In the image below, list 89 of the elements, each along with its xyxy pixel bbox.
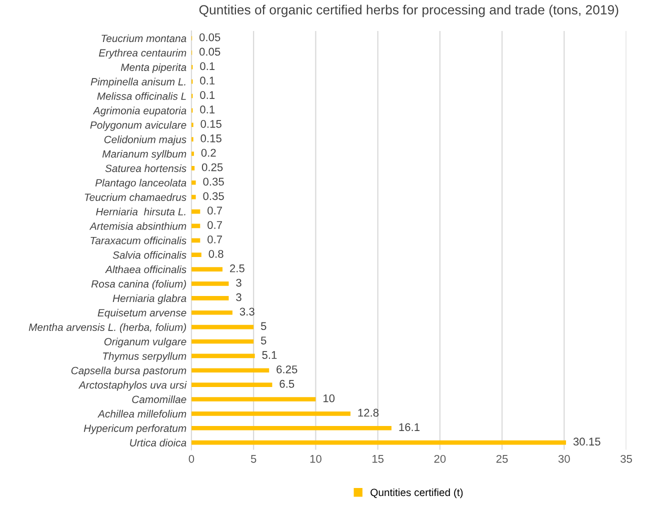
y-tick-label: Erythrea centaurim xyxy=(98,48,186,59)
y-tick-label: Herniaria glabra xyxy=(112,294,186,304)
y-tick-label: Pimpinella anisum L. xyxy=(90,78,186,88)
x-tick-label: 0 xyxy=(188,454,194,463)
bar xyxy=(191,426,392,430)
bar xyxy=(191,382,272,387)
data-label: 0.1 xyxy=(200,62,215,70)
bar xyxy=(191,166,195,170)
data-label: 0.35 xyxy=(203,178,224,186)
x-tick-label: 20 xyxy=(434,454,446,463)
data-label: 0.05 xyxy=(199,48,220,56)
bar xyxy=(191,397,316,402)
y-tick-label: Achillea millefolium xyxy=(98,410,186,418)
bar xyxy=(191,296,229,300)
data-label: 3 xyxy=(236,278,242,287)
y-tick-label: Marianum syllbum xyxy=(102,150,186,160)
y-tick-label: Teucrium chamaedrus xyxy=(84,193,186,201)
data-label: 10 xyxy=(323,394,335,402)
data-label: 30.15 xyxy=(573,438,600,446)
bar xyxy=(191,339,254,344)
data-label: 0.8 xyxy=(208,250,224,258)
y-tick-label: Thymus serpyllum xyxy=(103,352,186,362)
data-label: 0.05 xyxy=(199,33,220,42)
y-tick-label: Teucrium montana xyxy=(102,34,186,42)
y-tick-label: Celidonium majus xyxy=(104,136,186,146)
data-label: 0.7 xyxy=(208,221,222,229)
data-label: 0.7 xyxy=(208,236,222,244)
data-label: 5 xyxy=(260,336,266,344)
bar xyxy=(191,368,270,373)
y-tick-label: Urtica dioica xyxy=(130,438,186,446)
y-tick-label: Artemisia absinthium xyxy=(89,222,186,230)
y-tick-label: Mentha arvensis L. (herba, folium) xyxy=(28,323,186,333)
y-tick-label: Origanum vulgare xyxy=(104,338,186,348)
data-label: 12.8 xyxy=(358,408,379,417)
x-tick-label: 5 xyxy=(250,455,256,463)
bar xyxy=(191,152,194,156)
bar xyxy=(191,282,229,286)
y-tick-label: Taraxacum officinalis xyxy=(90,236,186,244)
data-label: 5.1 xyxy=(262,351,277,359)
data-label: 5 xyxy=(260,322,266,330)
data-label: 0.7 xyxy=(208,206,222,215)
x-tick-label: 25 xyxy=(496,454,508,463)
x-tick-label: 35 xyxy=(620,454,632,463)
data-label: 3 xyxy=(236,293,242,302)
x-tick-label: 10 xyxy=(310,454,322,463)
bar xyxy=(191,194,196,200)
y-tick-label: Menta piperita xyxy=(120,63,186,74)
data-label: 0.25 xyxy=(202,163,223,172)
y-tick-label: Arctostaphylos uva ursi xyxy=(78,381,187,391)
data-label: 0.1 xyxy=(200,91,215,99)
y-tick-label: Hypericum perforatum xyxy=(84,424,186,434)
data-label: 0.35 xyxy=(203,192,224,200)
bar xyxy=(191,224,200,228)
chart-title: Quntities of organic certified herbs for processing and trade (tons, 2019) xyxy=(199,4,618,18)
y-tick-label: Herniaria hirsuta L. xyxy=(96,208,186,216)
bar xyxy=(191,238,200,243)
bar xyxy=(191,310,232,315)
y-tick-label: Salvia officinalis xyxy=(112,251,186,259)
bar xyxy=(191,412,350,416)
y-tick-label: Equisetum arvense xyxy=(98,308,186,319)
data-label: 0.15 xyxy=(200,134,222,142)
data-label: 0.15 xyxy=(200,120,222,128)
y-tick-label: Plantago lanceolata xyxy=(95,178,186,189)
bar xyxy=(191,180,196,185)
y-tick-label: Camomillae xyxy=(132,395,186,404)
x-tick-label: 15 xyxy=(372,455,384,463)
data-label: 6.25 xyxy=(276,365,298,374)
bar xyxy=(191,252,202,258)
bar xyxy=(191,267,223,272)
data-label: 0.2 xyxy=(201,148,216,157)
bar xyxy=(191,440,566,445)
data-label: 6.5 xyxy=(280,380,294,388)
x-tick-label: 30 xyxy=(558,454,570,463)
y-tick-label: Melissa officinalis L xyxy=(97,92,186,100)
y-tick-label: Polygonum aviculare xyxy=(90,121,186,131)
legend-label: Quntities certified (t) xyxy=(370,488,463,498)
data-label: 0.1 xyxy=(200,106,215,114)
y-tick-label: Agrimonia eupatoria xyxy=(92,106,186,116)
y-tick-label: Rosa canina (folium) xyxy=(91,280,186,290)
data-label: 2.5 xyxy=(230,264,244,272)
data-label: 16.1 xyxy=(399,423,420,432)
bar xyxy=(191,209,200,214)
y-tick-label: Capsella bursa pastorum xyxy=(71,366,186,376)
y-tick-label: Althaea officinalis xyxy=(105,266,186,274)
bar xyxy=(191,354,255,358)
data-label: 0.1 xyxy=(200,76,215,85)
bar xyxy=(191,324,254,330)
data-label: 3.3 xyxy=(240,308,254,316)
y-tick-label: Saturea hortensis xyxy=(105,164,186,172)
